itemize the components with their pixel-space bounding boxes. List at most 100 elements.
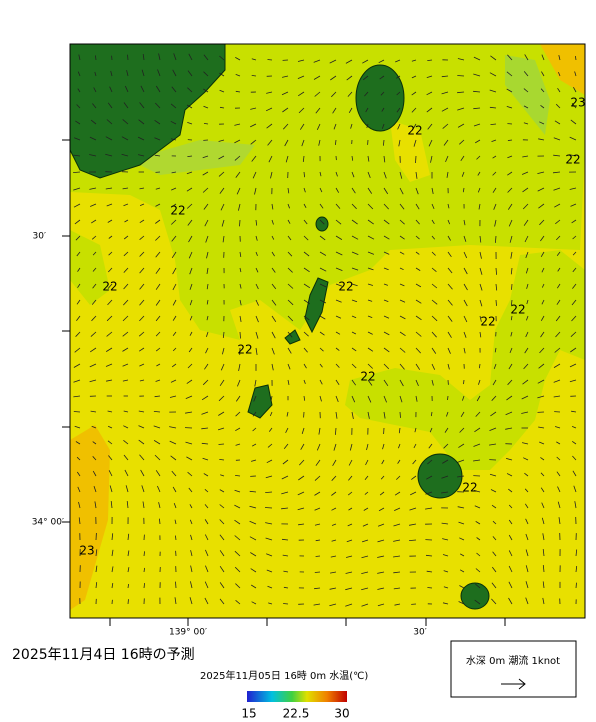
current-arrow [557, 267, 561, 272]
current-arrow [109, 485, 113, 493]
current-arrow [399, 331, 406, 337]
current-arrow [331, 91, 337, 98]
current-arrow [287, 283, 294, 289]
current-arrow [127, 550, 130, 557]
current-arrow [335, 251, 343, 256]
current-arrow [573, 485, 577, 493]
current-arrow [303, 187, 306, 193]
current-arrow [172, 299, 177, 306]
current-arrow [367, 299, 373, 302]
current-arrow [505, 411, 513, 416]
current-arrow [319, 267, 327, 272]
current-arrow [458, 521, 465, 525]
current-arrow [525, 331, 529, 338]
current-arrow [73, 203, 81, 208]
current-arrow [399, 299, 406, 303]
current-arrow [458, 443, 465, 448]
current-arrow [123, 251, 129, 257]
current-arrow [77, 267, 81, 272]
current-arrow [143, 583, 145, 589]
current-arrow [303, 299, 311, 305]
current-arrow [367, 235, 375, 240]
current-arrow [473, 443, 481, 447]
current-arrow [474, 139, 481, 144]
current-arrow [399, 363, 405, 370]
current-arrow [574, 501, 577, 509]
current-arrow [222, 235, 225, 243]
current-arrow [219, 504, 225, 509]
current-arrow [282, 554, 289, 557]
current-arrow [553, 187, 561, 191]
current-arrow [222, 331, 225, 338]
current-arrow [171, 470, 177, 477]
current-arrow [175, 535, 177, 541]
current-arrow [335, 203, 341, 209]
current-arrow [415, 171, 418, 179]
current-arrow [319, 283, 327, 288]
current-arrow [155, 315, 161, 322]
current-arrow [121, 136, 129, 141]
current-arrow [459, 585, 465, 589]
current-arrow [459, 537, 465, 541]
current-arrow [522, 442, 529, 445]
current-arrow [490, 411, 497, 417]
current-arrow [89, 363, 97, 368]
current-arrow [556, 235, 561, 241]
current-arrow [74, 137, 81, 141]
current-arrow [105, 187, 113, 190]
current-arrow [255, 251, 258, 256]
current-arrow [139, 454, 145, 461]
current-arrow [492, 520, 497, 525]
current-arrow [523, 88, 529, 93]
current-arrow [287, 267, 293, 273]
current-arrow [523, 457, 529, 461]
current-arrow [505, 427, 513, 430]
current-arrow [447, 395, 449, 401]
current-arrow [267, 443, 273, 448]
current-arrow [283, 123, 289, 130]
current-arrow [441, 522, 449, 525]
current-arrow [479, 299, 483, 307]
current-arrow [158, 502, 161, 509]
current-arrow [346, 555, 353, 558]
current-arrow [521, 411, 529, 414]
current-arrow [506, 88, 513, 93]
current-arrow [399, 235, 405, 240]
current-arrow [206, 267, 209, 274]
current-arrow [351, 363, 357, 369]
current-arrow [351, 379, 357, 386]
current-arrow [155, 219, 161, 224]
current-arrow [153, 425, 161, 429]
current-arrow [73, 154, 81, 157]
current-arrow [457, 123, 465, 128]
current-arrow [75, 331, 81, 337]
current-arrow [111, 583, 114, 589]
current-arrow [266, 91, 273, 94]
current-arrow [107, 410, 113, 413]
current-arrow [251, 155, 257, 162]
current-arrow [415, 155, 417, 164]
colorbar-label: 15 [241, 707, 256, 721]
current-arrow [319, 171, 322, 177]
current-arrow [170, 203, 177, 208]
current-arrow [219, 89, 225, 93]
current-arrow [348, 475, 353, 481]
current-arrow [171, 219, 177, 225]
current-arrow [399, 219, 405, 225]
current-arrow [110, 501, 113, 509]
current-arrow [508, 219, 513, 227]
current-arrow [463, 315, 468, 323]
current-arrow [206, 251, 209, 259]
current-arrow [490, 489, 497, 493]
current-arrow [297, 75, 305, 79]
current-arrow [90, 119, 97, 125]
current-arrow [393, 539, 401, 542]
current-arrow [571, 103, 577, 109]
current-arrow [73, 187, 81, 191]
current-arrow [318, 139, 321, 146]
current-arrow [189, 299, 193, 306]
current-arrow [107, 425, 113, 429]
current-arrow [542, 549, 545, 557]
current-arrow [412, 459, 417, 465]
current-arrow [510, 315, 513, 321]
